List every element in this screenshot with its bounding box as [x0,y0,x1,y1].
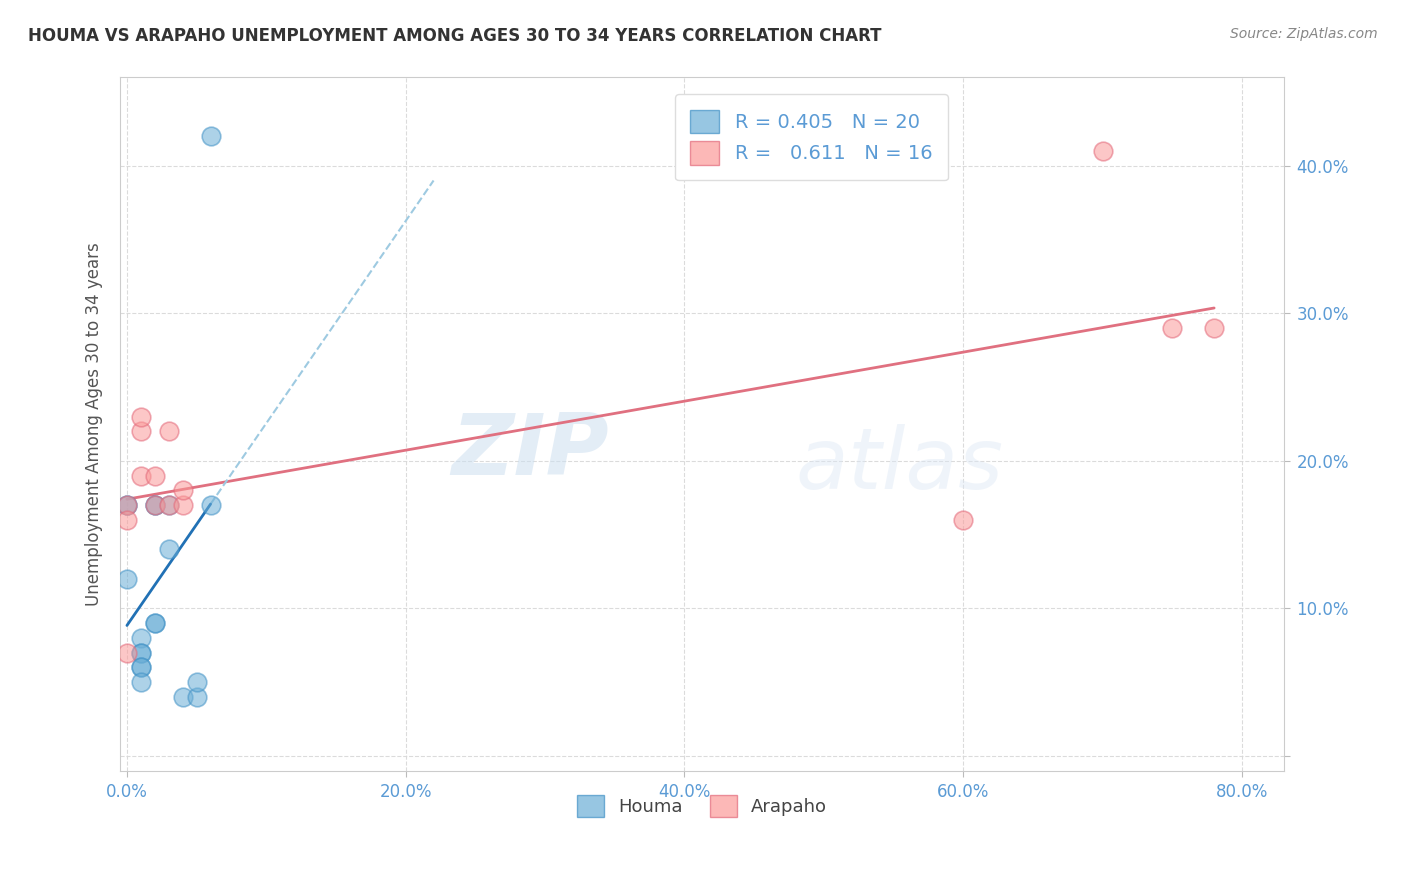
Point [952,513,974,527]
Point [1204,321,1226,335]
Point [129,660,152,674]
Point [129,468,152,483]
Point [157,542,180,557]
Point [186,690,208,704]
Legend: Houma, Arapaho: Houma, Arapaho [569,788,834,824]
Text: atlas: atlas [794,425,1002,508]
Point [172,483,194,498]
Point [200,129,222,144]
Y-axis label: Unemployment Among Ages 30 to 34 years: Unemployment Among Ages 30 to 34 years [86,243,103,606]
Point [143,498,166,512]
Point [172,690,194,704]
Point [129,675,152,690]
Point [143,498,166,512]
Point [129,425,152,439]
Point [143,468,166,483]
Point [115,513,138,527]
Point [129,660,152,674]
Point [115,646,138,660]
Text: HOUMA VS ARAPAHO UNEMPLOYMENT AMONG AGES 30 TO 34 YEARS CORRELATION CHART: HOUMA VS ARAPAHO UNEMPLOYMENT AMONG AGES… [28,27,882,45]
Point [200,498,222,512]
Text: Source: ZipAtlas.com: Source: ZipAtlas.com [1230,27,1378,41]
Point [115,498,138,512]
Point [129,646,152,660]
Point [143,616,166,631]
Point [186,675,208,690]
Text: ZIP: ZIP [451,410,609,493]
Point [129,646,152,660]
Point [129,631,152,645]
Point [157,498,180,512]
Point [157,498,180,512]
Point [143,616,166,631]
Point [115,498,138,512]
Point [115,572,138,586]
Point [172,498,194,512]
Point [1161,321,1184,335]
Point [1091,144,1114,158]
Point [129,409,152,424]
Point [115,498,138,512]
Point [157,425,180,439]
Point [143,498,166,512]
